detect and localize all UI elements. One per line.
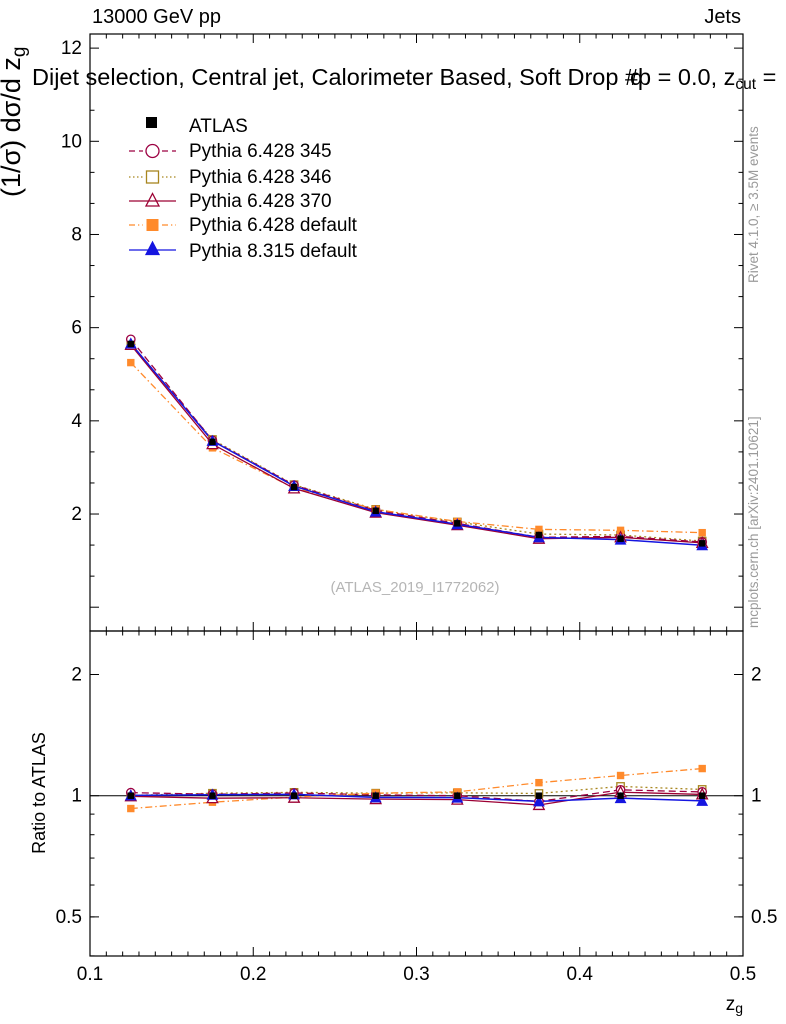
- svg-text:Ratio to ATLAS: Ratio to ATLAS: [29, 732, 49, 854]
- svg-text:(ATLAS_2019_I1772062): (ATLAS_2019_I1772062): [330, 579, 499, 596]
- svg-text:Jets: Jets: [704, 6, 741, 28]
- svg-text:Dijet selection, Central jet,: Dijet selection, Central jet, Calorimete…: [32, 64, 776, 93]
- svg-text:0.2: 0.2: [240, 964, 266, 985]
- svg-text:0.5: 0.5: [751, 907, 777, 928]
- svg-text:(1/σ) dσ/d zg: (1/σ) dσ/d zg: [0, 47, 30, 197]
- svg-text:Pythia 6.428 default: Pythia 6.428 default: [189, 215, 358, 236]
- svg-text:1: 1: [751, 786, 762, 807]
- svg-text:0.1: 0.1: [77, 964, 103, 985]
- svg-text:10: 10: [61, 131, 82, 152]
- svg-text:q: q: [630, 64, 643, 90]
- svg-text:12: 12: [61, 38, 82, 59]
- svg-text:mcplots.cern.ch [arXiv:2401.10: mcplots.cern.ch [arXiv:2401.10621]: [746, 416, 761, 628]
- svg-text:8: 8: [71, 224, 82, 245]
- svg-text:2: 2: [71, 665, 82, 686]
- svg-text:Pythia 8.315 default: Pythia 8.315 default: [189, 241, 358, 262]
- svg-text:2: 2: [751, 665, 762, 686]
- svg-text:Pythia 6.428 370: Pythia 6.428 370: [189, 191, 332, 212]
- svg-text:Pythia 6.428 346: Pythia 6.428 346: [189, 167, 332, 188]
- svg-text:4: 4: [71, 411, 82, 432]
- svg-text:0.5: 0.5: [56, 907, 82, 928]
- svg-text:6: 6: [71, 318, 82, 339]
- svg-text:ATLAS: ATLAS: [189, 116, 248, 137]
- svg-text:Pythia 6.428 345: Pythia 6.428 345: [189, 141, 332, 162]
- svg-text:2: 2: [71, 504, 82, 525]
- svg-text:0.3: 0.3: [403, 964, 429, 985]
- svg-text:0.4: 0.4: [567, 964, 594, 985]
- svg-text:0.5: 0.5: [730, 964, 756, 985]
- svg-text:13000 GeV pp: 13000 GeV pp: [92, 6, 221, 28]
- svg-text:Rivet 4.1.0, ≥ 3.5M events: Rivet 4.1.0, ≥ 3.5M events: [746, 126, 761, 283]
- svg-text:1: 1: [71, 786, 82, 807]
